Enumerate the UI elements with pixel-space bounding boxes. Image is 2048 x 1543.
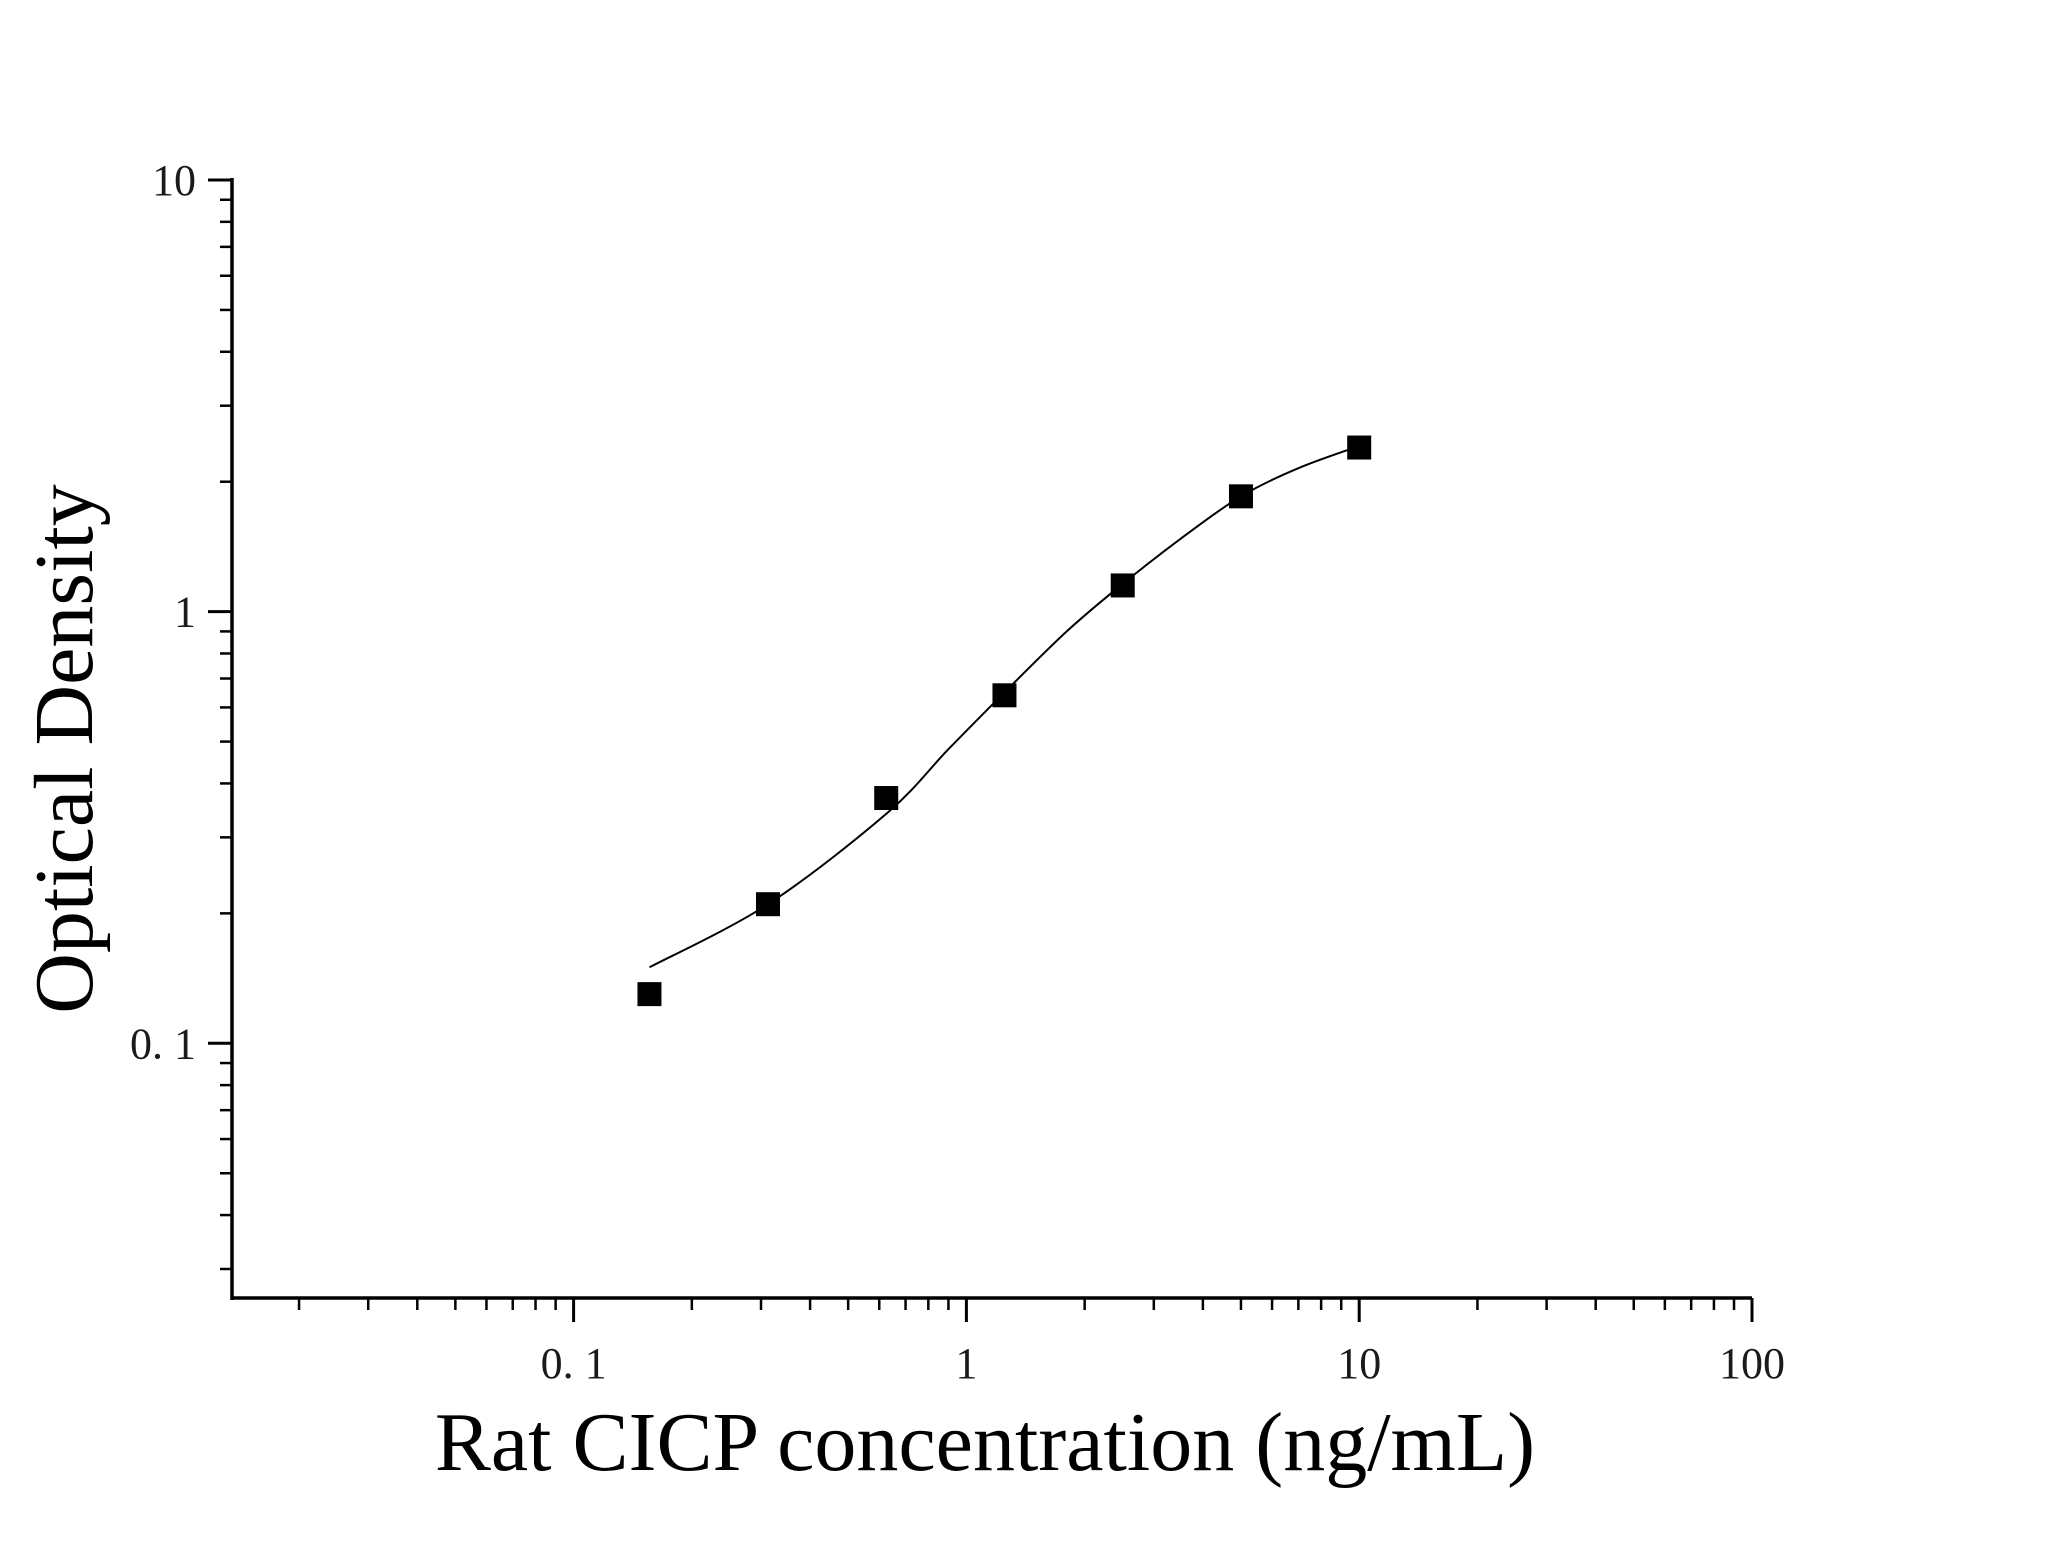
data-point — [637, 982, 662, 1007]
y-tick-label: 0. 1 — [130, 1019, 196, 1068]
y-tick-label: 10 — [152, 156, 196, 205]
y-tick-label: 1 — [174, 588, 196, 637]
data-point — [1347, 435, 1372, 460]
data-point — [874, 786, 899, 811]
y-axis-title: Optical Density — [18, 484, 111, 1014]
axes — [230, 178, 1752, 1300]
data-point — [992, 683, 1017, 708]
x-tick-label: 0. 1 — [541, 1339, 607, 1388]
ticks: 0. 1 1 10 100 0. 1 1 10 — [130, 156, 1785, 1388]
x-tick-label: 1 — [955, 1339, 977, 1388]
x-tick-label: 10 — [1337, 1339, 1381, 1388]
data-point — [755, 892, 780, 917]
x-axis-title: Rat CICP concentration (ng/mL) — [435, 1396, 1535, 1489]
x-tick-label: 100 — [1719, 1339, 1785, 1388]
data-point — [1228, 484, 1253, 509]
data-points — [637, 435, 1372, 1007]
data-point — [1110, 573, 1135, 598]
